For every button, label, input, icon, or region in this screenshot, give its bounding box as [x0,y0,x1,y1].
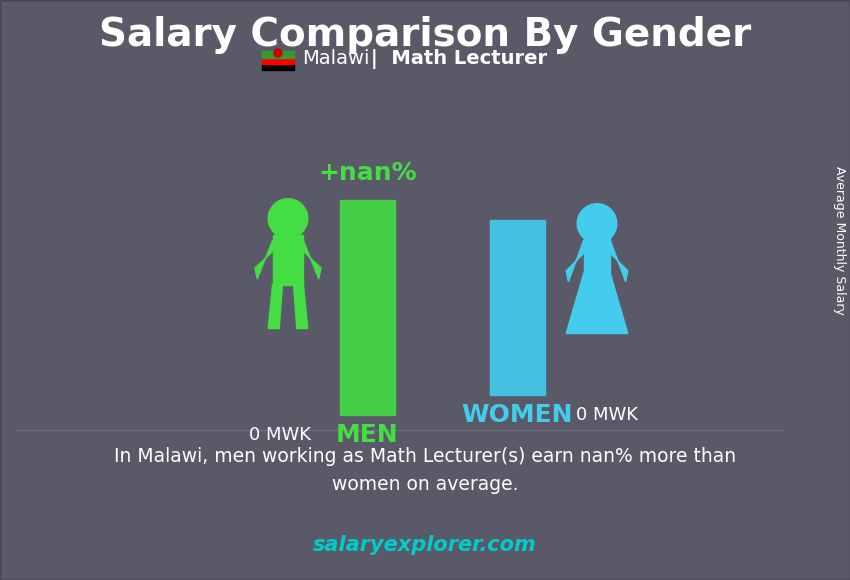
Text: +nan%: +nan% [318,161,416,185]
Text: Average Monthly Salary: Average Monthly Salary [834,165,847,314]
Bar [262,63,294,70]
Circle shape [577,204,617,243]
Bar [490,220,545,395]
Bar [340,200,395,415]
Polygon shape [566,240,584,282]
Bar [584,234,610,273]
Polygon shape [303,241,321,279]
Text: Salary Comparison By Gender: Salary Comparison By Gender [99,16,751,54]
Text: MEN: MEN [337,423,399,447]
Polygon shape [566,273,628,334]
Circle shape [269,199,308,238]
Bar [262,51,294,58]
Text: salaryexplorer.com: salaryexplorer.com [313,535,537,555]
Bar [262,57,294,64]
Text: 0 MWK: 0 MWK [576,406,638,424]
Polygon shape [293,285,308,328]
Bar [273,235,303,285]
Text: WOMEN: WOMEN [462,403,573,427]
Text: Malawi: Malawi [302,49,370,68]
Text: |  Math Lecturer: | Math Lecturer [364,49,547,69]
Text: 0 MWK: 0 MWK [249,426,311,444]
Text: In Malawi, men working as Math Lecturer(s) earn nan% more than
women on average.: In Malawi, men working as Math Lecturer(… [114,447,736,494]
Polygon shape [269,285,282,328]
Circle shape [274,49,282,57]
Polygon shape [255,241,273,279]
Polygon shape [610,240,628,282]
